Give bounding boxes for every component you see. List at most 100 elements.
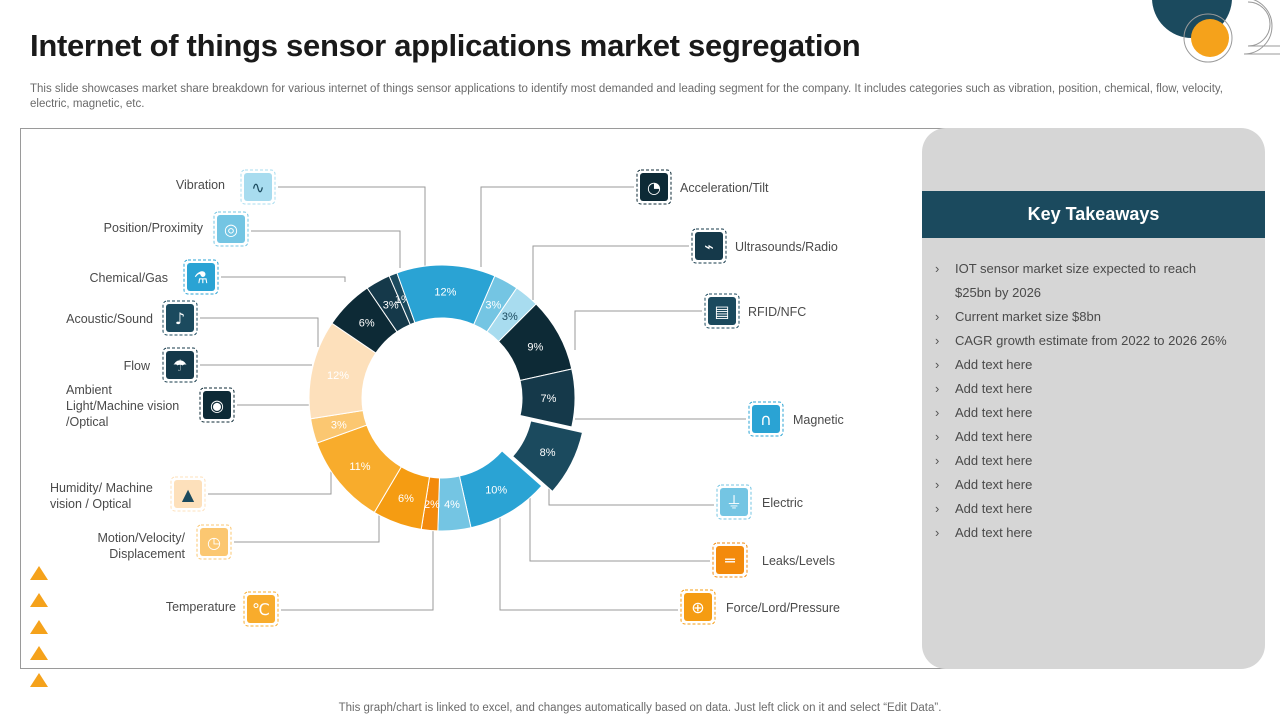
slice-value-label: 6% [398,493,414,505]
leader-line [532,245,689,300]
stopwatch-icon: ◷ [196,524,232,560]
chart-footnote: This graph/chart is linked to excel, and… [338,702,942,714]
svg-text:⚗: ⚗ [194,268,208,287]
donut-slice [519,368,576,428]
page-title: Internet of things sensor applications m… [30,28,861,63]
svg-text:⊕: ⊕ [691,598,704,617]
svg-text:◉: ◉ [210,396,224,415]
waveform-icon: ∿ [240,169,276,205]
category-label: Chemical/Gas [90,271,169,285]
svg-text:∿: ∿ [251,178,264,197]
triangle-bullet-icon [30,593,48,607]
takeaway-item: Current market size $8bn [935,305,1235,329]
slice-value-label: 3% [331,419,347,431]
leader-line [281,530,434,611]
category-label: Ambient Light/Machine vision/Optical [66,383,179,429]
category-label: RFID/NFC [748,305,806,319]
category-label: Humidity/ Machine vision / Optical [50,481,153,511]
triangle-bullet-icon [30,673,48,687]
leader-line [499,510,678,611]
category-label: Vibration [176,178,225,192]
svg-text:⌁: ⌁ [704,237,714,256]
category-label: Force/Lord/Pressure [726,601,840,615]
rfid-icon: ▤ [704,293,740,329]
magnet-icon: ∩ [748,401,784,437]
svg-text:◔: ◔ [647,178,661,197]
leader-line [574,310,702,350]
category-label: Magnetic [793,413,844,427]
category-label: Position/Proximity [104,221,204,235]
tap-icon: ☂ [162,347,198,383]
category-label: Leaks/Levels [762,554,835,568]
pressure-icon: ⊕ [680,589,716,625]
svg-text:◎: ◎ [224,220,238,239]
category-label: Electric [762,496,803,510]
slice-value-label: 6% [359,318,375,330]
triangle-bullet-icon [30,620,48,634]
droplet-icon: ▲ [170,476,206,512]
thermometer-icon: ℃ [243,591,279,627]
pipe-icon: ═ [712,542,748,578]
slice-value-label: 7% [541,393,557,405]
slice-value-label: 11% [349,461,370,473]
takeaway-item: Add text here [935,473,1235,497]
svg-text:☂: ☂ [173,356,187,375]
donut-slice [511,420,584,493]
leader-line [221,276,346,282]
takeaway-item: Add text here [935,353,1235,377]
leader-line [234,510,380,543]
leader-line [208,450,332,495]
slice-value-label: 3% [485,300,501,312]
donut-hole [364,320,520,476]
takeaway-item: IOT sensor market size expected to reach… [935,257,1235,305]
svg-text:♪: ♪ [175,309,185,328]
svg-text:℃: ℃ [252,600,270,619]
flask-icon: ⚗ [183,259,219,295]
slice-value-label: 12% [327,370,349,382]
svg-text:═: ═ [724,551,735,570]
leader-line [548,473,714,506]
takeaway-item: Add text here [935,521,1235,545]
page-subtitle: This slide showcases market share breakd… [30,83,1223,110]
slice-value-label: 8% [540,447,556,459]
slice-value-label: 12% [434,287,456,299]
slice-value-label: 2% [424,499,440,511]
takeaways-heading: Key Takeaways [922,191,1265,238]
takeaway-item: Add text here [935,425,1235,449]
radio-icon: ⌁ [691,228,727,264]
slice-value-label: 4% [444,499,460,511]
category-label: Motion/Velocity/Displacement [97,531,185,561]
category-label: Ultrasounds/Radio [735,240,838,254]
takeaway-item: Add text here [935,401,1235,425]
leader-line [200,317,319,347]
leader-line [529,497,710,562]
plug-icon: ⏚ [716,484,752,520]
leader-line [278,186,426,266]
svg-text:⏚: ⏚ [726,493,742,512]
svg-text:∩: ∩ [760,410,772,429]
eye-icon: ◉ [199,387,235,423]
location-icon: ◎ [213,211,249,247]
takeaway-item: CAGR growth estimate from 2022 to 2026 2… [935,329,1235,353]
triangle-bullet-icon [30,646,48,660]
triangle-bullet-icon [30,566,48,580]
donut-slice [486,287,537,343]
category-label: Acceleration/Tilt [680,181,769,195]
takeaway-item: Add text here [935,449,1235,473]
svg-text:▤: ▤ [714,302,729,321]
category-label: Acoustic/Sound [66,312,153,326]
slice-value-label: 3% [502,311,518,323]
svg-text:◷: ◷ [207,533,221,552]
leader-line [251,230,401,268]
speedometer-icon: ◔ [636,169,672,205]
slice-value-label: 9% [527,342,543,354]
svg-text:▲: ▲ [182,485,195,504]
slice-value-label: 3% [383,300,399,312]
takeaways-list: IOT sensor market size expected to reach… [935,257,1235,545]
category-label: Flow [124,359,151,373]
category-label: Temperature [166,600,236,614]
leader-line [480,186,634,267]
slice-value-label: 10% [485,485,507,497]
